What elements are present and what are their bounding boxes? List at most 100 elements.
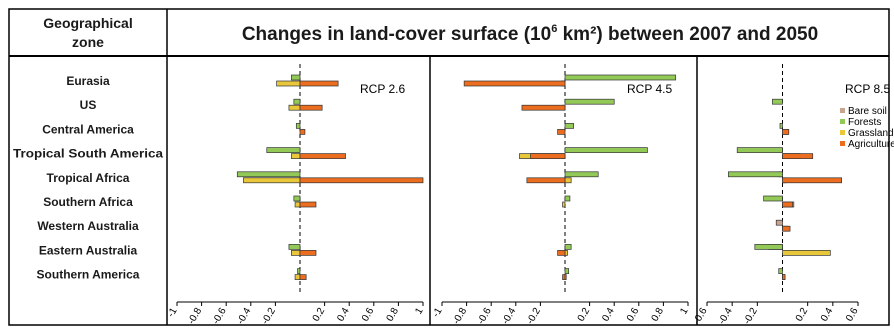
chart-panels: RCP 2.6 -1 -0.8 -0.6 -0.4 -0.2 0.2 0.4 0.6 0.8 1 RC…: [166, 64, 894, 326]
legend-label-grassland: Grassland: [848, 128, 894, 139]
bar-southern-america-agriculture: [782, 274, 786, 280]
bar-southern-america-forests: [564, 268, 570, 274]
bar-eastern-australia-forests: [564, 244, 572, 250]
x-tick-label: -0.4: [500, 306, 518, 327]
bar-eastern-australia-grassland: [564, 250, 568, 256]
bar-southern-america-forests: [778, 268, 783, 274]
zone-labels: Eurasia US Central America Tropical South A…: [13, 74, 163, 282]
bar-central-america-agriculture: [782, 129, 790, 135]
bar-eastern-australia-grassland: [291, 250, 301, 256]
legend-swatch-forests: [840, 119, 845, 124]
bar-tropical-south-america-forests: [736, 147, 783, 153]
x-tick-label: -0.2: [260, 306, 278, 327]
x-tick-label: -0.6: [691, 306, 709, 327]
bar-central-america-forests: [779, 123, 783, 129]
bar-tropical-africa-grassland: [243, 177, 301, 184]
panel-title-rcp-8-5: RCP 8.5: [845, 82, 890, 96]
bar-western-australia-agriculture: [782, 225, 791, 232]
bar-central-america-agriculture: [299, 129, 306, 135]
x-tick-label: 0.6: [625, 306, 642, 324]
zone-label-tropical-south-america: Tropical South America: [13, 147, 163, 161]
bar-tropical-africa-forests: [564, 171, 599, 178]
bar-us-grassland: [288, 104, 301, 111]
bar-central-america-agriculture: [557, 129, 566, 135]
bar-eurasia-forests: [564, 74, 677, 81]
bar-southern-america-agriculture: [562, 274, 566, 280]
bar-us-forests: [564, 98, 615, 105]
x-tick-label: -0.4: [235, 306, 253, 327]
zone-label-tropical-africa: Tropical Africa: [47, 171, 130, 185]
x-tick-label: 0.2: [311, 306, 328, 324]
bar-eastern-australia-agriculture: [299, 250, 317, 256]
x-tick-label: 0.4: [819, 306, 836, 324]
x-tick-label: -1: [431, 306, 445, 320]
legend-label-agriculture: Agriculture: [848, 139, 894, 150]
x-tick-label: 0.2: [794, 306, 811, 324]
bar-tropical-south-america-agriculture: [782, 153, 814, 159]
bar-tropical-south-america-grassland: [291, 153, 301, 159]
bar-southern-africa-forests: [564, 195, 571, 202]
zone-label-us: US: [80, 98, 97, 112]
legend-label-forests: Forests: [848, 117, 881, 128]
bar-central-america-forests: [564, 123, 574, 129]
bar-tropical-south-america-forests: [266, 147, 301, 153]
legend-swatch-bare-soil: [840, 108, 845, 113]
zone-label-southern-america: Southern America: [37, 268, 140, 282]
figure-title: Changes in land-cover surface (106 km²) …: [242, 23, 818, 45]
x-tick-label: 0.8: [385, 306, 402, 324]
bar-us-forests: [293, 98, 301, 105]
x-tick-label: 0.6: [844, 306, 861, 324]
bar-tropical-africa-forests: [728, 171, 783, 178]
zone-label-western-australia: Western Australia: [37, 219, 139, 233]
x-tick-label: -0.4: [717, 306, 735, 327]
panel-rcp-4-5: RCP 4.5 -1 -0.8 -0.6 -0.4 -0.2 0.2 0.4 0.6 0.8 1: [431, 64, 691, 326]
bar-eurasia-agriculture: [463, 80, 566, 87]
panel-title-rcp-4-5: RCP 4.5: [627, 82, 672, 96]
bar-eurasia-grassland: [276, 80, 301, 87]
legend-swatch-grassland: [840, 130, 845, 135]
bar-tropical-africa-agriculture: [526, 177, 566, 184]
x-tick-label: 0.2: [576, 306, 593, 324]
bar-eastern-australia-forests: [754, 244, 783, 250]
bar-southern-america-agriculture: [299, 274, 307, 280]
panel-rcp-2-6: RCP 2.6-1 -0.8 -0.6 -0.4 -0.2 0.2 0.4 0.6 0.8 1: [166, 64, 426, 326]
panel-rcp-8-5: RCP 8.5 -0.6 -0.4 -0.2 0.2 0.4 0.6 Bare soilFor…: [691, 64, 894, 326]
bar-western-australia-bare-soil: [775, 219, 783, 226]
x-tick-label: 1: [413, 306, 426, 317]
bar-southern-africa-agriculture: [299, 201, 317, 208]
bar-eurasia-agriculture: [299, 80, 339, 87]
title-pre: Changes in land-cover surface (10: [242, 24, 551, 45]
zone-label-southern-africa: Southern Africa: [43, 195, 133, 209]
zone-header-line2: zone: [72, 34, 104, 50]
x-tick-label: 0.4: [335, 306, 352, 324]
bar-us-agriculture: [521, 104, 566, 111]
bar-eastern-australia-agriculture: [557, 250, 566, 256]
title-post: km²) between 2007 and 2050: [557, 24, 818, 45]
x-tick-label: -0.6: [476, 306, 494, 327]
zone-label-central-america: Central America: [42, 122, 134, 136]
bar-southern-africa-forests: [293, 195, 301, 202]
bar-tropical-south-america-forests: [564, 147, 648, 153]
x-tick-label: -0.2: [742, 306, 760, 327]
zone-label-eastern-australia: Eastern Australia: [39, 243, 138, 257]
bar-eastern-australia-grassland: [782, 250, 831, 256]
bar-us-forests: [772, 98, 783, 105]
bar-central-america-forests: [295, 123, 301, 129]
title-sup: 6: [551, 23, 557, 35]
bar-tropical-africa-agriculture: [299, 177, 424, 184]
bar-southern-africa-grassland: [562, 201, 566, 208]
x-tick-label: 0.6: [360, 306, 377, 324]
x-tick-label: -0.2: [525, 306, 543, 327]
bar-southern-africa-forests: [763, 195, 783, 202]
bar-southern-africa-agriculture: [782, 201, 793, 208]
x-tick-label: 0.4: [600, 306, 617, 324]
bar-us-agriculture: [299, 104, 323, 111]
panel-title-rcp-2-6: RCP 2.6: [360, 82, 405, 96]
x-tick-label: -0.6: [211, 306, 229, 327]
x-tick-label: 1: [678, 306, 691, 317]
bar-eurasia-forests: [291, 74, 301, 81]
x-tick-label: 0.8: [650, 306, 667, 324]
x-tick-label: -0.8: [186, 306, 204, 327]
